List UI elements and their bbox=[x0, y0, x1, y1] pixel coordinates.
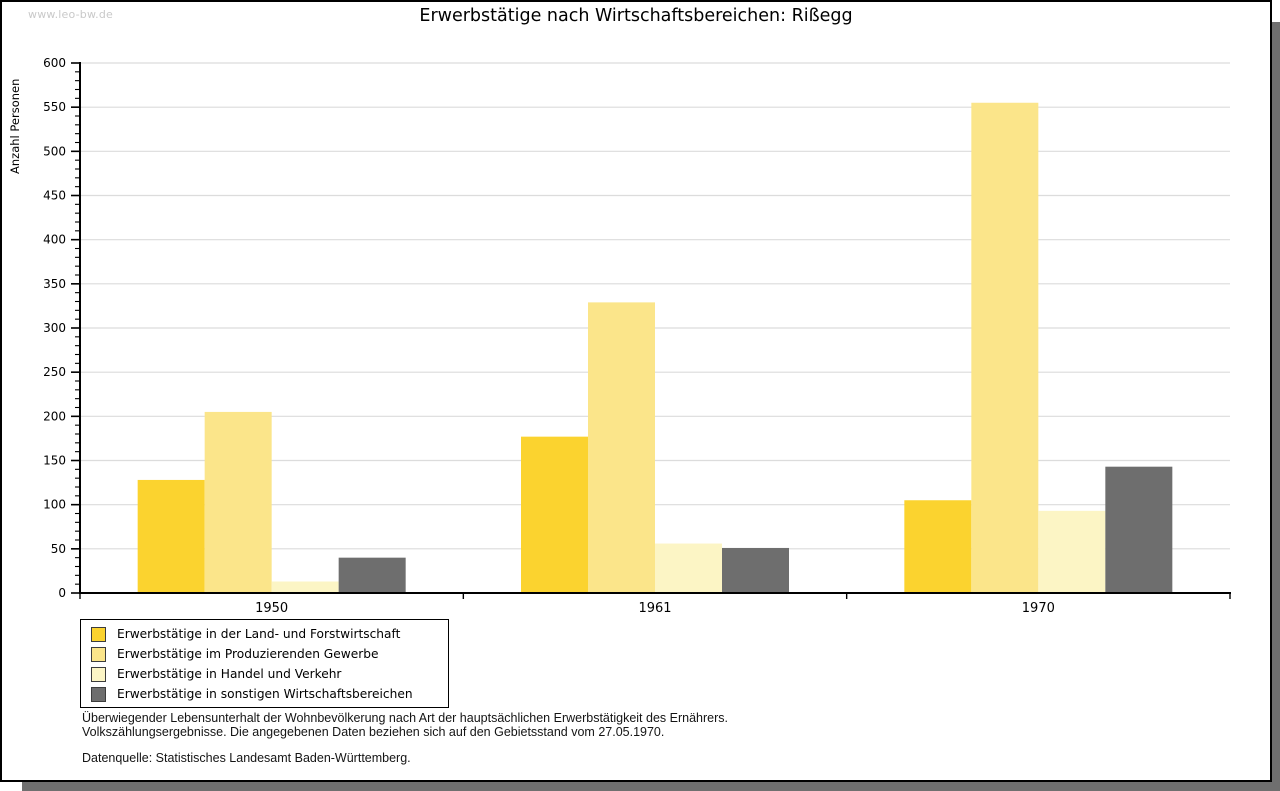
chart-canvas: 0 50 100 150 200 250 300 350 400 450 500 550 600 1950… bbox=[43, 56, 1231, 616]
panel-drop-shadow-right bbox=[1272, 22, 1280, 782]
bar-1970-series0 bbox=[904, 500, 972, 593]
y-tick-label-450: 450 bbox=[43, 189, 66, 203]
data-source-line: Datenquelle: Statistisches Landesamt Bad… bbox=[82, 751, 411, 765]
legend-label: Erwerbstätige in sonstigen Wirtschaftsbe… bbox=[117, 687, 413, 701]
y-tick-label-200: 200 bbox=[43, 409, 66, 423]
legend-swatch-land-forstwirtschaft bbox=[91, 626, 106, 642]
y-tick-label-400: 400 bbox=[43, 233, 66, 247]
panel-drop-shadow-bottom bbox=[22, 782, 1280, 791]
y-tick-label-150: 150 bbox=[43, 454, 66, 468]
y-tick-label-600: 600 bbox=[43, 56, 66, 70]
footnote-line-2: Volkszählungsergebnisse. Die angegebenen… bbox=[82, 725, 665, 739]
bar-1961-series0 bbox=[521, 436, 588, 593]
bar-1970-series3 bbox=[1105, 466, 1173, 593]
footnotes: Überwiegender Lebensunterhalt der Wohnbe… bbox=[82, 711, 728, 765]
legend: Erwerbstätige in der Land- und Forstwirt… bbox=[80, 619, 449, 708]
legend-swatch-handel-verkehr bbox=[91, 666, 106, 682]
chart-title: Erwerbstätige nach Wirtschaftsbereichen:… bbox=[419, 6, 853, 26]
y-tick-label-550: 550 bbox=[43, 100, 66, 114]
bar-1970-series2 bbox=[1038, 510, 1106, 593]
legend-swatch-sonstige-wirtschaftsbereiche bbox=[91, 686, 106, 702]
bar-1950-series0 bbox=[137, 479, 205, 593]
bar-1961-series1 bbox=[588, 302, 655, 593]
watermark-link: www.leo-bw.de bbox=[28, 8, 114, 21]
legend-item-handel-verkehr: Erwerbstätige in Handel und Verkehr bbox=[81, 664, 448, 684]
x-category-label-1970: 1970 bbox=[1022, 601, 1055, 616]
y-tick-label-250: 250 bbox=[43, 365, 66, 379]
legend-item-sonstige-wirtschaftsbereiche: Erwerbstätige in sonstigen Wirtschaftsbe… bbox=[81, 684, 448, 704]
y-tick-label-0: 0 bbox=[58, 586, 66, 600]
y-tick-label-500: 500 bbox=[43, 144, 66, 158]
y-tick-label-100: 100 bbox=[43, 498, 66, 512]
legend-label: Erwerbstätige in der Land- und Forstwirt… bbox=[117, 627, 401, 641]
legend-swatch-produzierendes-gewerbe bbox=[91, 646, 106, 662]
legend-label: Erwerbstätige in Handel und Verkehr bbox=[117, 667, 342, 681]
y-tick-label-300: 300 bbox=[43, 321, 66, 335]
bar-1961-series2 bbox=[655, 543, 722, 593]
bar-1950-series3 bbox=[338, 557, 406, 593]
legend-label: Erwerbstätige im Produzierenden Gewerbe bbox=[117, 647, 379, 661]
bar-1950-series2 bbox=[271, 581, 339, 593]
legend-item-land-forstwirtschaft: Erwerbstätige in der Land- und Forstwirt… bbox=[81, 624, 448, 644]
x-category-label-1950: 1950 bbox=[255, 601, 288, 616]
footnote-line-1: Überwiegender Lebensunterhalt der Wohnbe… bbox=[82, 711, 728, 725]
legend-item-produzierendes-gewerbe: Erwerbstätige im Produzierenden Gewerbe bbox=[81, 644, 448, 664]
x-category-label-1961: 1961 bbox=[638, 601, 671, 616]
y-tick-label-50: 50 bbox=[51, 542, 66, 556]
y-tick-label-350: 350 bbox=[43, 277, 66, 291]
bar-1970-series1 bbox=[971, 102, 1039, 593]
bar-1961-series3 bbox=[722, 547, 789, 593]
bar-1950-series1 bbox=[204, 411, 272, 593]
